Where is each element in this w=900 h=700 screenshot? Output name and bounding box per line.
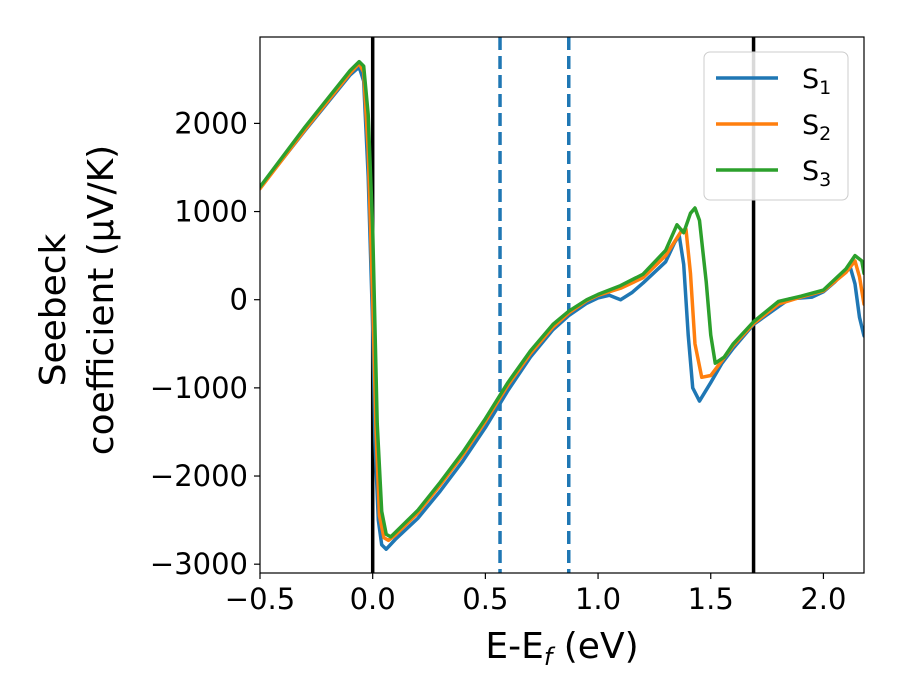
y-axis-label-line1: Seebeck — [33, 233, 74, 386]
series-layer — [260, 59, 864, 551]
y-axis-label-line2: coefficient (μV/K) — [81, 145, 122, 455]
y-tick-label: −3000 — [150, 547, 248, 581]
y-tick-label: 0 — [230, 283, 248, 317]
y-tick-label: 2000 — [174, 106, 248, 140]
legend-label-s2: S2 — [802, 110, 831, 145]
y-axis-ticks: −3000 −2000 −1000 0 1000 2000 — [150, 106, 260, 581]
x-tick-label: 1.5 — [688, 582, 734, 616]
legend-label-s3: S3 — [802, 156, 831, 191]
legend-label-s1: S1 — [802, 64, 831, 99]
x-tick-label: 0.0 — [350, 582, 396, 616]
x-axis-label: E-Ef (eV) — [485, 626, 638, 671]
x-tick-label: 2.0 — [800, 582, 846, 616]
plot-frame — [259, 36, 865, 574]
x-tick-label: 0.5 — [462, 582, 508, 616]
x-tick-label: 1.0 — [575, 582, 621, 616]
y-tick-label: −1000 — [150, 371, 248, 405]
legend: S1 S2 S3 — [703, 51, 849, 201]
y-tick-label: −2000 — [150, 459, 248, 493]
y-tick-label: 1000 — [174, 195, 248, 229]
x-axis-ticks: −0.5 0.0 0.5 1.0 1.5 2.0 — [225, 573, 846, 616]
series-line-s3 — [260, 59, 864, 539]
legend-box — [703, 51, 849, 201]
x-tick-label: −0.5 — [225, 582, 295, 616]
legend-entries: S1 S2 S3 — [716, 64, 831, 191]
x-axis-label-unit: (eV) — [552, 626, 638, 667]
x-axis-label-main: E-E — [485, 626, 543, 667]
